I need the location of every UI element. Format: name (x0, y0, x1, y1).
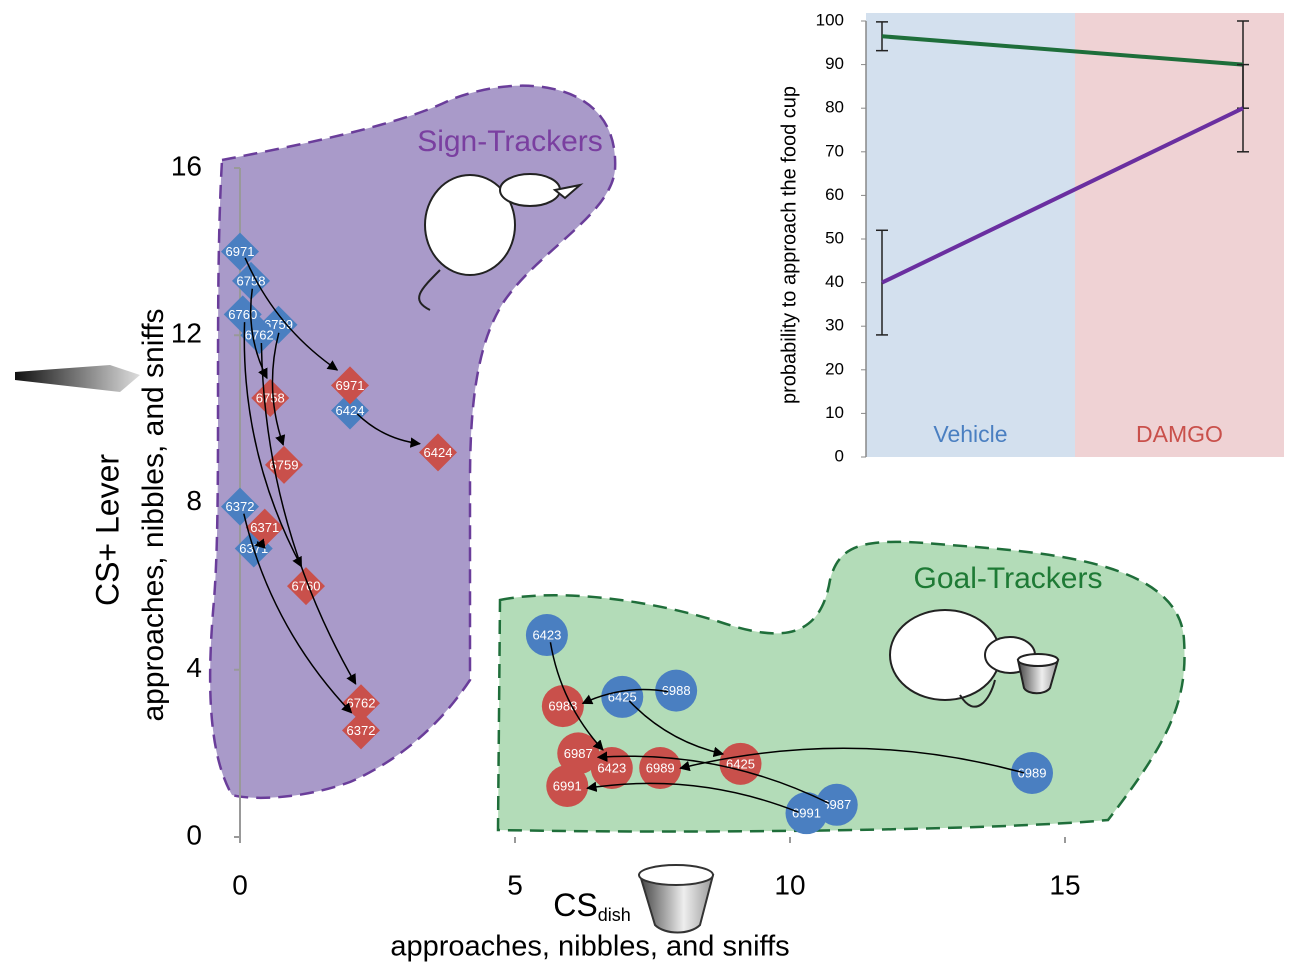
category-label: Vehicle (933, 421, 1007, 447)
category-band (1075, 13, 1284, 457)
point-label: 6991 (553, 778, 582, 793)
y-tick-label: 100 (816, 10, 844, 29)
x-axis-title: CSdish (553, 887, 630, 924)
point-label: 6989 (646, 760, 675, 775)
point-label: 6758 (256, 390, 285, 405)
point-label: 6988 (662, 683, 691, 698)
dish-icon (639, 865, 713, 933)
y-tick-label: 8 (186, 485, 202, 516)
y-tick-label: 50 (825, 228, 844, 247)
region-label: Goal-Trackers (914, 562, 1103, 595)
point-label: 6371 (250, 520, 279, 535)
x-axis-title: approaches, nibbles, and sniffs (390, 931, 789, 963)
point-label: 6423 (597, 760, 626, 775)
point-label: 6987 (564, 746, 593, 761)
point-label: 6424 (424, 445, 453, 460)
x-tick-label: 15 (1049, 869, 1080, 900)
y-tick-label: 20 (825, 359, 844, 378)
y-tick-label: 12 (171, 318, 202, 349)
x-tick-label: 5 (507, 869, 523, 900)
y-tick-label: 10 (825, 403, 844, 422)
figure: 0 4 8 12 16 0 5 10 15 CS+ Lever approaches, nibble… (0, 0, 1289, 969)
y-axis-title: probability to approach the food cup (778, 86, 800, 404)
point-label: 6423 (532, 627, 561, 642)
point-label: 6762 (347, 696, 376, 711)
point-label: 6762 (245, 328, 274, 343)
y-tick-label: 80 (825, 98, 844, 117)
y-tick-label: 0 (186, 819, 202, 850)
point-label: 6991 (792, 806, 821, 821)
y-axis-title: approaches, nibbles, and sniffs (137, 308, 170, 721)
category-band (866, 13, 1075, 457)
point-label: 6988 (548, 699, 577, 714)
y-tick-label: 70 (825, 141, 844, 160)
y-tick-label: 60 (825, 185, 844, 204)
point-label: 6971 (336, 378, 365, 393)
inset-chart: Vehicle DAMGO 0 10 20 30 40 50 60 70 80 90 100 probab… (778, 10, 1284, 465)
x-tick-label: 0 (232, 869, 248, 900)
region-label: Sign-Trackers (417, 125, 603, 158)
x-tick-label: 10 (774, 869, 805, 900)
point-label: 6760 (228, 307, 257, 322)
point-label: 6372 (226, 499, 255, 514)
x-axis-title-sub: dish (598, 905, 631, 925)
point-label: 6372 (347, 723, 376, 738)
point-label: 6971 (226, 244, 255, 259)
y-axis-title: CS+ Lever (89, 454, 125, 606)
y-tick-label: 0 (835, 446, 844, 465)
point-label: 6758 (237, 273, 266, 288)
y-tick-label: 30 (825, 316, 844, 335)
lever-icon (15, 365, 140, 392)
y-tick-label: 16 (171, 150, 202, 181)
y-tick-label: 90 (825, 54, 844, 73)
x-axis-title-main: CS (553, 887, 597, 923)
category-label: DAMGO (1136, 421, 1223, 447)
y-tick-label: 40 (825, 272, 844, 291)
y-tick-label: 4 (186, 652, 202, 683)
